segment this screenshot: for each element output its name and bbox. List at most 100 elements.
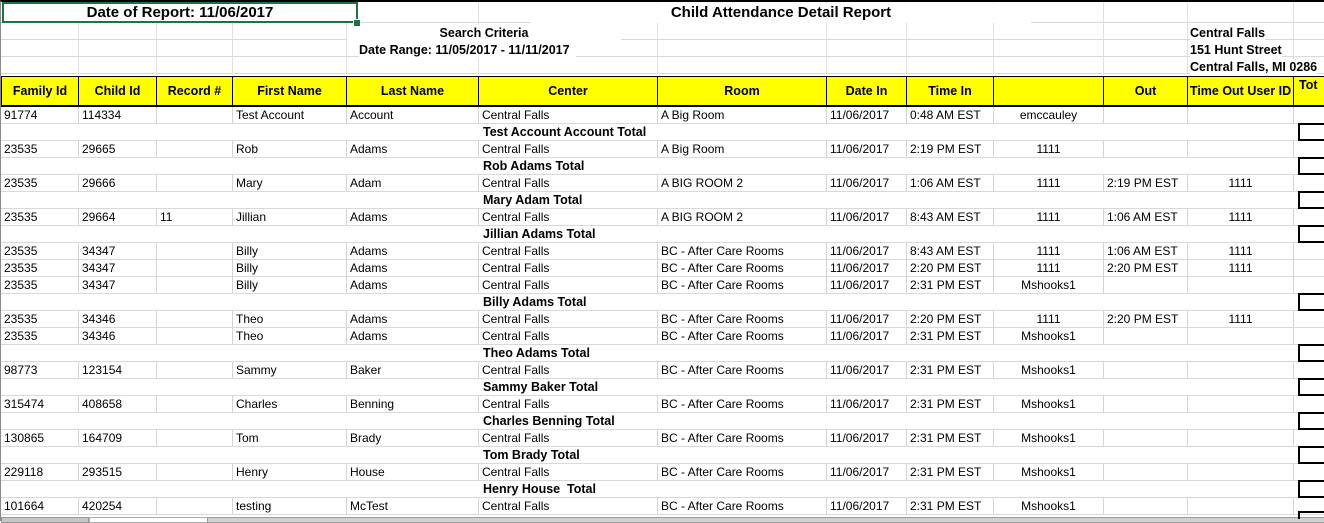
cell-child_id[interactable]: 420254 bbox=[79, 498, 157, 514]
cell-child_id[interactable]: 34346 bbox=[79, 311, 157, 327]
cell-date_in[interactable]: 11/06/2017 bbox=[827, 277, 907, 293]
cell-time_out_user_id[interactable] bbox=[1188, 141, 1294, 157]
cell-time_in_user_id[interactable]: 1111 bbox=[994, 141, 1104, 157]
cell-time_in_user_id[interactable]: 1111 bbox=[994, 311, 1104, 327]
cell-family_id[interactable]: 23535 bbox=[1, 141, 79, 157]
cell-family_id[interactable]: 101664 bbox=[1, 498, 79, 514]
cell-time_in_user_id[interactable]: Mshooks1 bbox=[994, 362, 1104, 378]
header-cell-child_id[interactable]: Child Id bbox=[79, 76, 157, 107]
cell-first_name[interactable]: Billy bbox=[233, 243, 347, 259]
total-label[interactable]: Rob Adams Total bbox=[483, 159, 585, 173]
date-range-label[interactable]: Date Range: 11/05/2017 - 11/11/2017 bbox=[359, 42, 576, 58]
total-box[interactable] bbox=[1298, 157, 1324, 175]
cell-family_id[interactable]: 23535 bbox=[1, 277, 79, 293]
cell-date_in[interactable]: 11/06/2017 bbox=[827, 141, 907, 157]
header-cell-record[interactable]: Record # bbox=[157, 76, 233, 107]
total-label[interactable]: Charles Benning Total bbox=[483, 414, 615, 428]
cell-total[interactable] bbox=[1294, 243, 1324, 259]
empty-cell[interactable] bbox=[1294, 40, 1324, 57]
cell-time_out[interactable]: 1:06 AM EST bbox=[1104, 243, 1188, 259]
cell-date_in[interactable]: 11/06/2017 bbox=[827, 209, 907, 225]
empty-cell[interactable] bbox=[1, 57, 79, 74]
cell-time_out_user_id[interactable] bbox=[1188, 362, 1294, 378]
cell-time_in_user_id[interactable]: Mshooks1 bbox=[994, 464, 1104, 480]
empty-cell[interactable] bbox=[827, 57, 907, 74]
cell-record[interactable] bbox=[157, 311, 233, 327]
total-label[interactable]: Mary Adam Total bbox=[483, 193, 583, 207]
cell-room[interactable]: BC - After Care Rooms bbox=[658, 260, 827, 276]
cell-first_name[interactable]: Theo bbox=[233, 311, 347, 327]
cell-first_name[interactable]: Tom bbox=[233, 430, 347, 446]
cell-time_in[interactable]: 2:31 PM EST bbox=[907, 464, 994, 480]
sheet-tab-active[interactable] bbox=[89, 517, 208, 523]
cell-room[interactable]: BC - After Care Rooms bbox=[658, 498, 827, 514]
cell-record[interactable] bbox=[157, 260, 233, 276]
empty-cell[interactable] bbox=[994, 2, 1104, 23]
total-label[interactable]: Test Account Account Total bbox=[483, 125, 647, 139]
empty-cell[interactable] bbox=[994, 57, 1104, 74]
cell-time_out[interactable] bbox=[1104, 464, 1188, 480]
empty-cell[interactable] bbox=[827, 40, 907, 57]
total-box[interactable] bbox=[1298, 412, 1324, 430]
header-cell-time_in_user_id[interactable] bbox=[994, 76, 1104, 107]
total-box[interactable] bbox=[1298, 225, 1324, 243]
cell-room[interactable]: A BIG ROOM 2 bbox=[658, 209, 827, 225]
center-address-street[interactable]: 151 Hunt Street bbox=[1190, 42, 1282, 58]
cell-time_out[interactable] bbox=[1104, 430, 1188, 446]
cell-date_in[interactable]: 11/06/2017 bbox=[827, 328, 907, 344]
cell-record[interactable] bbox=[157, 328, 233, 344]
total-label[interactable]: Billy Adams Total bbox=[483, 295, 587, 309]
cell-center[interactable]: Central Falls bbox=[479, 328, 658, 344]
cell-record[interactable] bbox=[157, 396, 233, 412]
horizontal-scrollbar[interactable] bbox=[207, 517, 1324, 523]
cell-time_in[interactable]: 2:19 PM EST bbox=[907, 141, 994, 157]
cell-room[interactable]: BC - After Care Rooms bbox=[658, 277, 827, 293]
cell-child_id[interactable]: 293515 bbox=[79, 464, 157, 480]
total-box[interactable] bbox=[1298, 446, 1324, 464]
cell-family_id[interactable]: 23535 bbox=[1, 243, 79, 259]
cell-time_in[interactable]: 2:20 PM EST bbox=[907, 260, 994, 276]
cell-last_name[interactable]: Adams bbox=[347, 260, 479, 276]
cell-record[interactable] bbox=[157, 141, 233, 157]
cell-time_in_user_id[interactable]: Mshooks1 bbox=[994, 277, 1104, 293]
cell-room[interactable]: BC - After Care Rooms bbox=[658, 328, 827, 344]
empty-cell[interactable] bbox=[907, 57, 994, 74]
center-address-city[interactable]: Central Falls, MI 0286 bbox=[1190, 59, 1318, 75]
cell-total[interactable] bbox=[1294, 396, 1324, 412]
cell-center[interactable]: Central Falls bbox=[479, 175, 658, 191]
empty-cell[interactable] bbox=[1104, 57, 1188, 74]
cell-time_out[interactable]: 2:20 PM EST bbox=[1104, 260, 1188, 276]
cell-last_name[interactable]: Adams bbox=[347, 311, 479, 327]
cell-record[interactable] bbox=[157, 362, 233, 378]
cell-total[interactable] bbox=[1294, 277, 1324, 293]
cell-last_name[interactable]: McTest bbox=[347, 498, 479, 514]
cell-family_id[interactable]: 23535 bbox=[1, 260, 79, 276]
empty-cell[interactable] bbox=[658, 23, 827, 40]
cell-time_in_user_id[interactable]: 1111 bbox=[994, 243, 1104, 259]
total-box[interactable] bbox=[1298, 123, 1324, 141]
cell-time_in_user_id[interactable]: emccauley bbox=[994, 107, 1104, 123]
cell-time_out_user_id[interactable]: 1111 bbox=[1188, 311, 1294, 327]
cell-family_id[interactable]: 23535 bbox=[1, 209, 79, 225]
cell-last_name[interactable]: Brady bbox=[347, 430, 479, 446]
empty-cell[interactable] bbox=[1104, 40, 1188, 57]
cell-room[interactable]: A Big Room bbox=[658, 107, 827, 123]
cell-center[interactable]: Central Falls bbox=[479, 464, 658, 480]
cell-last_name[interactable]: Adams bbox=[347, 141, 479, 157]
cell-date_in[interactable]: 11/06/2017 bbox=[827, 430, 907, 446]
total-box[interactable] bbox=[1298, 480, 1324, 498]
header-cell-center[interactable]: Center bbox=[479, 76, 658, 107]
cell-center[interactable]: Central Falls bbox=[479, 362, 658, 378]
cell-first_name[interactable]: Billy bbox=[233, 260, 347, 276]
cell-total[interactable] bbox=[1294, 209, 1324, 225]
cell-total[interactable] bbox=[1294, 260, 1324, 276]
cell-date_in[interactable]: 11/06/2017 bbox=[827, 498, 907, 514]
empty-cell[interactable] bbox=[79, 40, 157, 57]
cell-room[interactable]: BC - After Care Rooms bbox=[658, 243, 827, 259]
cell-child_id[interactable]: 408658 bbox=[79, 396, 157, 412]
cell-time_in[interactable]: 1:06 AM EST bbox=[907, 175, 994, 191]
header-cell-total[interactable]: Tot bbox=[1294, 76, 1324, 107]
cell-record[interactable] bbox=[157, 464, 233, 480]
total-box[interactable] bbox=[1298, 293, 1324, 311]
cell-first_name[interactable]: Test Account bbox=[233, 107, 347, 123]
